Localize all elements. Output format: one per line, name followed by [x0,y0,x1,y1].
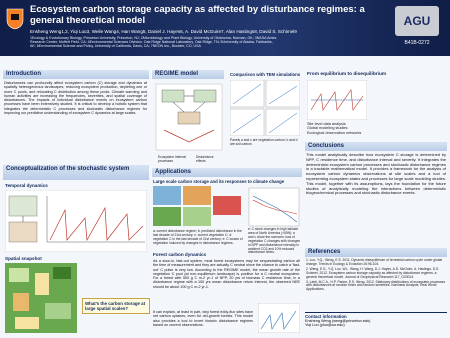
poster-id: B41B-0272 [404,40,430,46]
list-item: Global modeling studies [307,126,348,131]
section-heading: Conclusions [305,142,447,151]
section-heading: Introduction [3,70,149,79]
header-band [0,0,450,56]
equilibrium-diagram [307,80,367,120]
forest-text: It can explain, at least in part, why fo… [153,310,253,327]
tem-comparison-panels [230,80,300,136]
affiliations: 1Ecology & Evolutionary Biology, Princet… [30,36,390,49]
diagram-label: Ecosystem internal processes [158,155,186,163]
list-item: Site level data analysis [307,122,346,126]
section-heading: Applications [152,168,302,177]
intro-text: Disturbances can profoundly affect ecosy… [4,81,147,116]
agu-badge: AGU [395,6,439,36]
affiliation-line: AK; 6Environmental Science and Policy, U… [30,44,201,49]
reference: 2. Weng, E.S., Y.Q. Luo, W.L. Wang, H. W… [306,266,440,279]
subheading: Comparison with TEM simulations [230,72,301,77]
figure-caption: Panels a and c are vegetation carbon; b … [230,138,298,146]
temporal-diagram [5,190,147,252]
reference: 1. Luo, Y.Q., Weng, E.S. 2011. Dynamic d… [306,258,443,266]
forest-chart [258,303,300,333]
regime-diagram [155,83,223,151]
contact: Yiqi Luo (yluo@ou.edu) [305,323,345,328]
contact-box: Contact information Ensheng Weng (weng@p… [305,312,447,335]
figure-caption: e: C stock changes in high latitude area… [248,227,301,255]
section-heading: References [305,248,447,257]
subheading: From equilibrium to disequilibrium [307,72,387,77]
affiliation-line: Research Center, Moffett Field, CA; 4Env… [30,40,273,45]
affiliation-line: 1Ecology & Evolutionary Biology, Princet… [30,36,277,40]
reference: 3. Lahti, M.C.A., H.P. Parker, E.S. Weng… [306,279,446,292]
poster-title: Ecosystem carbon storage capacity as aff… [30,4,365,26]
figure-caption: a: current disturbance regime; b: predic… [153,229,243,245]
diagram-label: Disturbance effects [196,155,214,163]
section-heading: REGIME model [152,70,224,79]
contact: Ensheng Weng (weng@princeton.edu) [305,319,371,323]
application-maps [153,186,300,227]
conclusions-text: This model analytically describe how eco… [306,152,446,196]
subheading: Large scale carbon storage and its respo… [153,179,285,184]
spatial-snapshot [5,263,77,333]
university-logo [6,8,24,30]
subheading: Spatial snapshot [5,256,42,261]
subheading: Temporal dynamics [5,183,48,188]
authors: Ensheng Weng1,2, Yiqi Luo3, Weile Wang4,… [30,29,297,34]
section-heading: Conceptualization of the stochastic syst… [3,165,149,180]
forest-text: As a slow-in, fast-out system, most fore… [153,259,300,289]
list-item: Ecological observation networks [307,130,362,135]
references: 1. Luo, Y.Q., Weng, E.S. 2011. Dynamic d… [306,258,446,292]
contact-heading: Contact information [305,314,347,319]
equilibrium-list: Site level data analysis Global modeling… [307,122,361,135]
question-callout: What's the carbon storage at large spati… [82,298,150,314]
subheading: Forest carbon dynamics [153,252,207,257]
